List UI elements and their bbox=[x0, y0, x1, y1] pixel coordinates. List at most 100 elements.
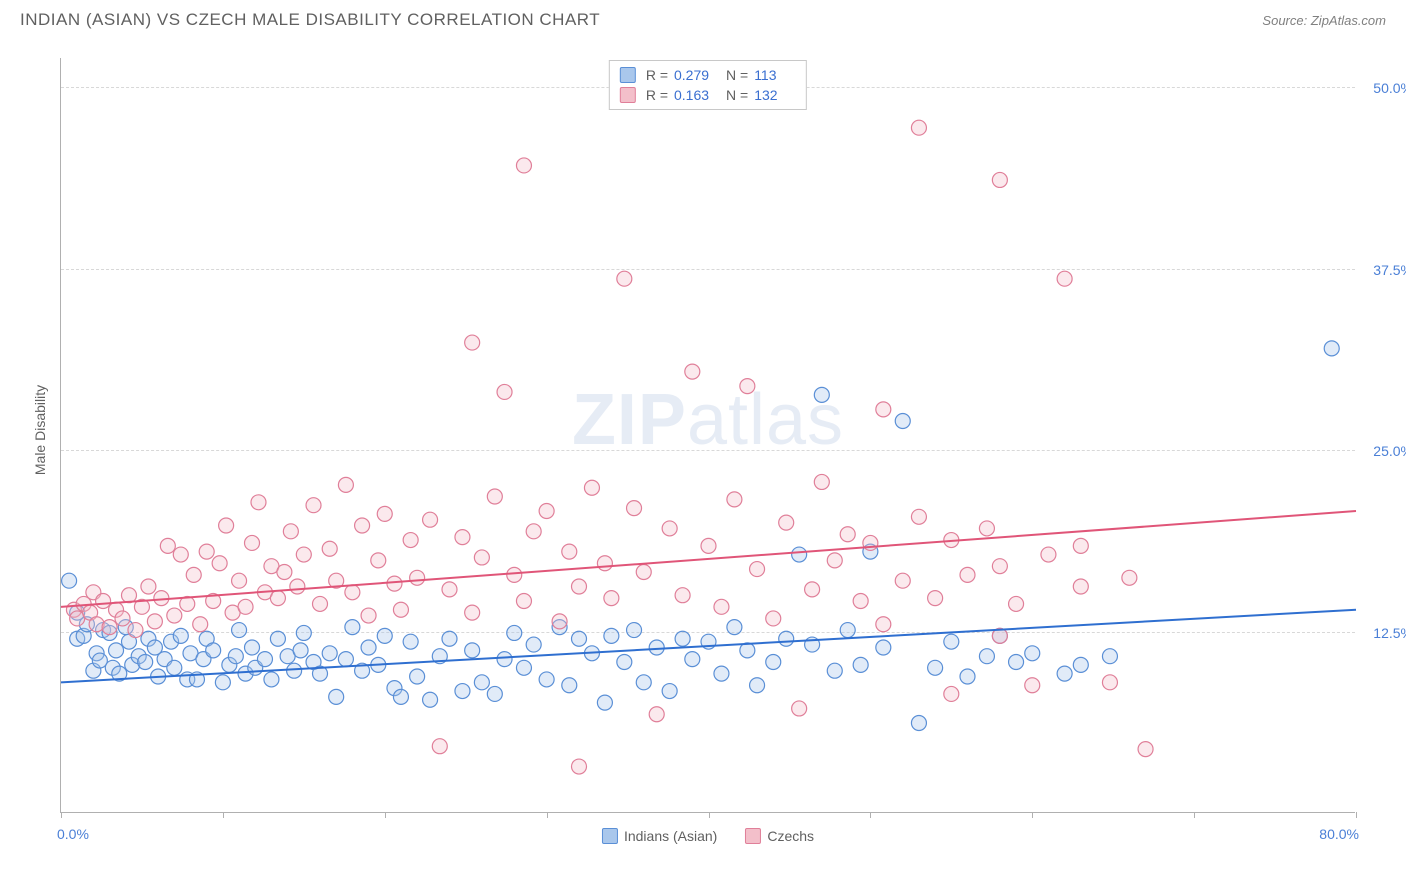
scatter-point-czechs bbox=[141, 579, 156, 594]
scatter-point-czechs bbox=[792, 701, 807, 716]
scatter-point-indians bbox=[270, 631, 285, 646]
bottom-legend-item-czechs: Czechs bbox=[745, 828, 814, 844]
scatter-point-indians bbox=[487, 686, 502, 701]
scatter-point-czechs bbox=[649, 707, 664, 722]
legend-swatch-indians bbox=[602, 828, 618, 844]
scatter-point-indians bbox=[410, 669, 425, 684]
scatter-point-indians bbox=[206, 643, 221, 658]
stat-row-indians: R =0.279N =113 bbox=[620, 65, 796, 85]
scatter-point-indians bbox=[928, 660, 943, 675]
scatter-svg bbox=[61, 58, 1355, 812]
scatter-point-indians bbox=[1073, 657, 1088, 672]
scatter-point-czechs bbox=[371, 553, 386, 568]
scatter-point-czechs bbox=[423, 512, 438, 527]
chart-title: INDIAN (ASIAN) VS CZECH MALE DISABILITY … bbox=[20, 10, 600, 30]
scatter-point-czechs bbox=[617, 271, 632, 286]
x-tick bbox=[547, 812, 548, 818]
scatter-point-czechs bbox=[562, 544, 577, 559]
scatter-point-czechs bbox=[270, 591, 285, 606]
scatter-point-czechs bbox=[173, 547, 188, 562]
scatter-point-czechs bbox=[474, 550, 489, 565]
scatter-point-czechs bbox=[552, 614, 567, 629]
scatter-point-indians bbox=[792, 547, 807, 562]
scatter-point-czechs bbox=[526, 524, 541, 539]
scatter-point-czechs bbox=[740, 379, 755, 394]
legend-label-czechs: Czechs bbox=[767, 828, 814, 844]
scatter-point-indians bbox=[727, 620, 742, 635]
stat-r-value-czechs: 0.163 bbox=[674, 87, 716, 103]
scatter-point-czechs bbox=[497, 384, 512, 399]
scatter-point-czechs bbox=[516, 158, 531, 173]
scatter-point-czechs bbox=[928, 591, 943, 606]
scatter-point-czechs bbox=[662, 521, 677, 536]
scatter-point-czechs bbox=[840, 527, 855, 542]
scatter-point-indians bbox=[911, 715, 926, 730]
scatter-point-indians bbox=[766, 655, 781, 670]
scatter-point-czechs bbox=[1057, 271, 1072, 286]
scatter-point-indians bbox=[779, 631, 794, 646]
scatter-point-indians bbox=[876, 640, 891, 655]
scatter-point-czechs bbox=[584, 480, 599, 495]
scatter-point-czechs bbox=[876, 617, 891, 632]
scatter-point-czechs bbox=[827, 553, 842, 568]
scatter-point-czechs bbox=[193, 617, 208, 632]
x-tick bbox=[870, 812, 871, 818]
scatter-point-czechs bbox=[766, 611, 781, 626]
scatter-point-czechs bbox=[685, 364, 700, 379]
scatter-point-czechs bbox=[572, 759, 587, 774]
stat-n-label: N = bbox=[726, 87, 748, 103]
scatter-point-indians bbox=[232, 623, 247, 638]
scatter-point-indians bbox=[361, 640, 376, 655]
scatter-point-czechs bbox=[147, 614, 162, 629]
scatter-point-czechs bbox=[1025, 678, 1040, 693]
stat-n-value-indians: 113 bbox=[754, 67, 796, 83]
bottom-legend-item-indians: Indians (Asian) bbox=[602, 828, 717, 844]
scatter-point-czechs bbox=[128, 623, 143, 638]
scatter-point-czechs bbox=[944, 686, 959, 701]
scatter-point-indians bbox=[465, 643, 480, 658]
scatter-point-czechs bbox=[403, 533, 418, 548]
scatter-point-czechs bbox=[199, 544, 214, 559]
scatter-point-czechs bbox=[432, 739, 447, 754]
scatter-point-czechs bbox=[627, 501, 642, 516]
scatter-point-indians bbox=[423, 692, 438, 707]
scatter-point-czechs bbox=[313, 596, 328, 611]
scatter-point-czechs bbox=[779, 515, 794, 530]
scatter-point-indians bbox=[1102, 649, 1117, 664]
scatter-point-indians bbox=[814, 387, 829, 402]
stat-r-label: R = bbox=[646, 67, 668, 83]
scatter-point-czechs bbox=[1102, 675, 1117, 690]
x-tick bbox=[223, 812, 224, 818]
x-tick bbox=[1194, 812, 1195, 818]
scatter-point-indians bbox=[264, 672, 279, 687]
scatter-point-indians bbox=[228, 649, 243, 664]
x-tick bbox=[1356, 812, 1357, 818]
x-tick bbox=[1032, 812, 1033, 818]
scatter-point-czechs bbox=[212, 556, 227, 571]
scatter-point-indians bbox=[604, 628, 619, 643]
scatter-point-indians bbox=[636, 675, 651, 690]
scatter-point-indians bbox=[497, 652, 512, 667]
scatter-point-indians bbox=[442, 631, 457, 646]
legend-swatch-czechs bbox=[745, 828, 761, 844]
scatter-point-czechs bbox=[1073, 579, 1088, 594]
scatter-point-indians bbox=[853, 657, 868, 672]
scatter-point-indians bbox=[562, 678, 577, 693]
scatter-point-indians bbox=[1324, 341, 1339, 356]
scatter-point-czechs bbox=[322, 541, 337, 556]
scatter-point-indians bbox=[393, 689, 408, 704]
scatter-point-czechs bbox=[750, 562, 765, 577]
scatter-point-czechs bbox=[714, 599, 729, 614]
scatter-point-indians bbox=[329, 689, 344, 704]
scatter-point-czechs bbox=[507, 567, 522, 582]
stat-n-label: N = bbox=[726, 67, 748, 83]
source-name: ZipAtlas.com bbox=[1311, 13, 1386, 28]
scatter-point-czechs bbox=[377, 506, 392, 521]
scatter-point-czechs bbox=[186, 567, 201, 582]
scatter-point-czechs bbox=[160, 538, 175, 553]
scatter-point-czechs bbox=[283, 524, 298, 539]
scatter-point-czechs bbox=[251, 495, 266, 510]
scatter-point-czechs bbox=[361, 608, 376, 623]
trendline-czechs bbox=[61, 511, 1356, 607]
scatter-point-czechs bbox=[604, 591, 619, 606]
